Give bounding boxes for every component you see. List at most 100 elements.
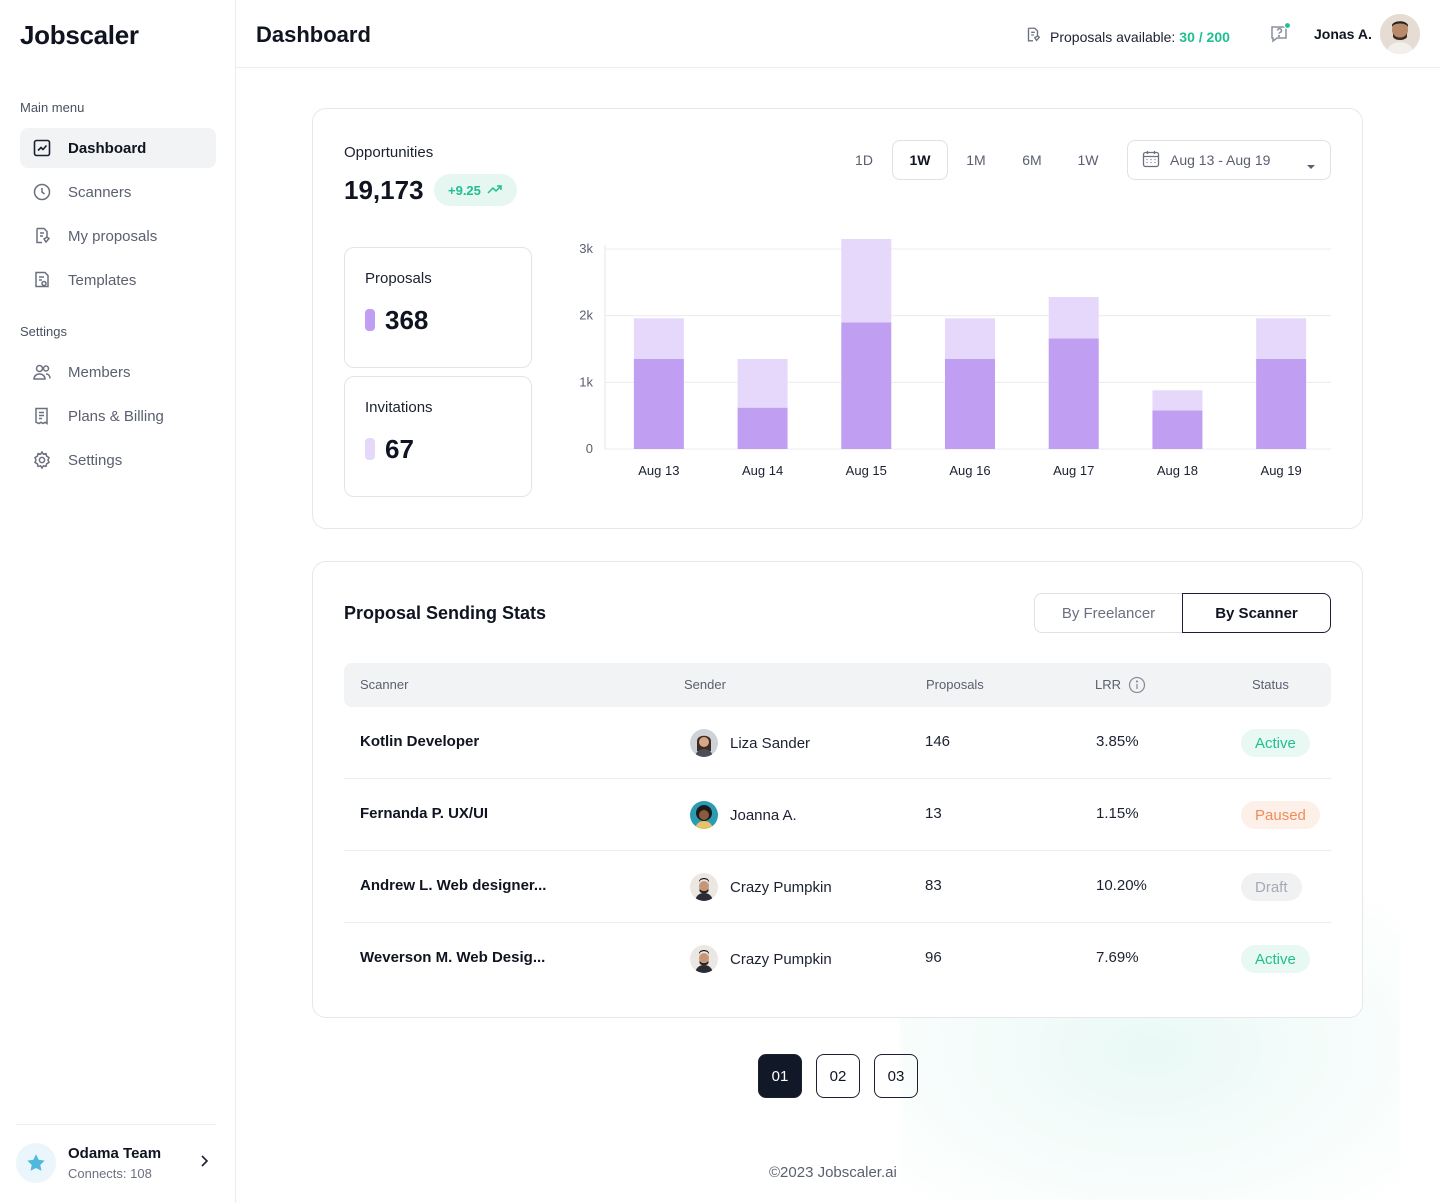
sidebar-item-label: Members [68,363,131,381]
row-sender: Crazy Pumpkin [690,873,832,901]
bar-proposals-6 [1256,359,1307,449]
sender-avatar [690,945,718,973]
row-lrr: 10.20% [1096,877,1147,894]
sidebar-item-settings[interactable]: Settings [20,440,216,480]
row-proposals: 13 [925,805,942,822]
x-tick-label: Aug 14 [742,463,783,478]
sidebar-item-label: Templates [68,271,137,289]
settings-title: Settings [20,324,67,339]
proposal-stats-card: Proposal Sending Stats By Freelancer By … [312,561,1363,1018]
sidebar-item-label: Plans & Billing [68,407,164,425]
sender-name: Joanna A. [730,806,797,824]
row-sender: Joanna A. [690,801,797,829]
chart-icon [32,138,52,158]
app-logo[interactable]: Jobscaler [20,20,139,50]
bar-proposals-4 [1048,338,1099,449]
pagination: 01 02 03 [758,1054,918,1098]
proposals-available: Proposals available: 30 / 200 [1024,26,1230,47]
calendar-icon [1142,150,1160,171]
user-name[interactable]: Jonas A. [1314,26,1372,42]
invitations-stat-value: 67 [385,434,414,464]
chevron-right-icon[interactable] [196,1153,212,1174]
column-header-status[interactable]: Status [1252,677,1289,692]
user-avatar[interactable] [1380,14,1420,54]
x-tick-label: Aug 13 [638,463,679,478]
invitations-stat: Invitations 67 [344,376,532,497]
sidebar-item-templates[interactable]: Templates [20,260,216,300]
y-tick-label: 0 [586,441,593,456]
info-icon[interactable] [1128,676,1146,697]
range-1w-alt[interactable]: 1W [1077,152,1099,168]
footer-copyright: ©2023 Jobscaler.ai [769,1164,897,1181]
help-icon[interactable] [1268,21,1292,46]
table-row[interactable]: Kotlin Developer Liza Sander 146 3.85% A… [344,707,1331,779]
range-1w[interactable]: 1W [892,140,948,180]
sender-avatar [690,729,718,757]
invitations-legend-swatch [365,438,375,460]
gear-icon [32,450,52,470]
column-header-scanner[interactable]: Scanner [360,677,409,692]
opportunities-bar-chart: 0 1k 2k 3k Aug 13 Aug 14 Aug 15 Aug 16 Aug 17 Aug… [579,239,1331,478]
row-proposals: 83 [925,877,942,894]
page-button-02[interactable]: 02 [816,1054,860,1098]
bar-proposals-2 [841,322,892,449]
proposals-stat: Proposals 368 [344,247,532,368]
status-badge: Active [1241,945,1310,973]
range-1m[interactable]: 1M [966,152,986,168]
date-range-value: Aug 13 - Aug 19 [1170,152,1271,168]
sender-name: Crazy Pumpkin [730,878,832,896]
sidebar-item-plans-billing[interactable]: Plans & Billing [20,396,216,436]
bar-invitations-2 [841,239,892,323]
sidebar: Jobscaler Main menu Dashboard Scanners M… [0,0,236,1203]
x-tick-label: Aug 15 [846,463,887,478]
bar-invitations-0 [633,318,684,359]
y-tick-label: 3k [579,241,593,256]
column-header-sender[interactable]: Sender [684,677,726,692]
by-freelancer-button[interactable]: By Freelancer [1034,593,1182,633]
page-button-01[interactable]: 01 [758,1054,802,1098]
opportunities-card: Opportunities 19,173 +9.25 1D 1W 1M 6M 1… [312,108,1363,529]
billing-icon [32,406,52,426]
row-sender: Crazy Pumpkin [690,945,832,973]
row-scanner: Fernanda P. UX/UI [360,805,489,822]
star-icon [16,1143,56,1183]
table-row[interactable]: Andrew L. Web designer... Crazy Pumpkin … [344,851,1331,923]
row-scanner: Kotlin Developer [360,733,480,750]
status-badge: Active [1241,729,1310,757]
y-tick-label: 2k [579,308,593,323]
column-header-lrr[interactable]: LRR [1095,677,1122,692]
sidebar-item-scanners[interactable]: Scanners [20,172,216,212]
sidebar-item-label: Settings [68,451,123,469]
opportunities-value: 19,173 [344,175,424,205]
sidebar-item-label: Scanners [68,183,132,201]
invitations-stat-label: Invitations [365,399,433,416]
x-tick-label: Aug 18 [1157,463,1198,478]
proposals-stat-value: 368 [385,305,429,335]
range-1d[interactable]: 1D [855,152,873,168]
range-selector: 1D 1W 1M 6M 1W [836,140,1116,180]
date-range-picker[interactable]: Aug 13 - Aug 19 [1127,140,1331,180]
status-badge: Draft [1241,873,1302,901]
row-lrr: 3.85% [1096,733,1139,750]
top-header: Dashboard Proposals available: 30 / 200 … [236,0,1440,68]
page-button-03[interactable]: 03 [874,1054,918,1098]
team-switcher[interactable]: Odama Team Connects: 108 [16,1124,216,1188]
row-scanner: Andrew L. Web designer... [360,877,547,894]
proposals-available-value: 30 / 200 [1179,28,1230,45]
sender-avatar [690,801,718,829]
opportunities-label: Opportunities [344,144,434,161]
stats-title: Proposal Sending Stats [344,603,547,623]
column-header-proposals[interactable]: Proposals [926,677,984,692]
opportunities-change: +9.25 [448,182,481,198]
by-scanner-button[interactable]: By Scanner [1182,593,1331,633]
sidebar-item-members[interactable]: Members [20,352,216,392]
range-6m[interactable]: 6M [1022,152,1042,168]
table-row[interactable]: Fernanda P. UX/UI Joanna A. 13 1.15% Pau… [344,779,1331,851]
table-row[interactable]: Weverson M. Web Desig... Crazy Pumpkin 9… [344,923,1331,995]
sidebar-item-dashboard[interactable]: Dashboard [20,128,216,168]
sidebar-item-my-proposals[interactable]: My proposals [20,216,216,256]
sender-name: Crazy Pumpkin [730,950,832,968]
sidebar-item-label: Dashboard [68,139,147,157]
page-title: Dashboard [256,22,371,47]
bar-proposals-3 [945,359,995,449]
